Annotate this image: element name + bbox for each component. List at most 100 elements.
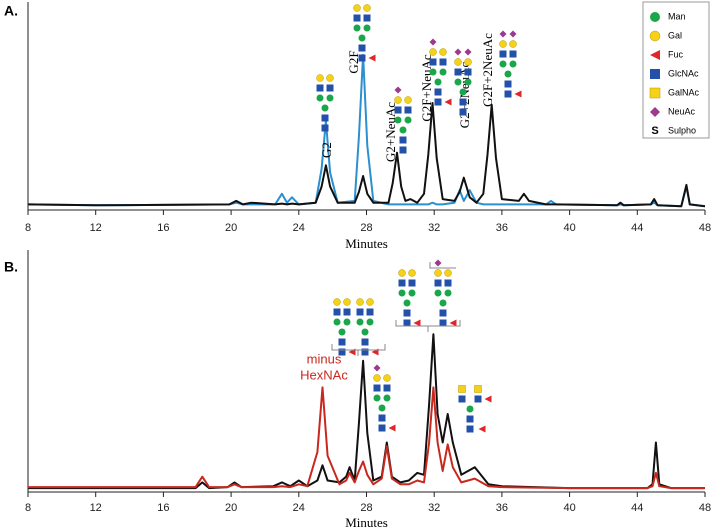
glycan-man: [439, 299, 447, 307]
glycan-neuac: [373, 364, 381, 372]
x-tick-label: 16: [157, 502, 169, 514]
glycan-glcnac: [358, 44, 366, 52]
glycan-glcnac: [434, 279, 442, 287]
x-axis-label: Minutes: [345, 515, 388, 530]
x-axis-label: Minutes: [345, 236, 388, 251]
glycan-glcnac: [454, 68, 462, 76]
glycan-glcnac: [464, 68, 472, 76]
glycan-fuc: [413, 319, 421, 327]
peak-label: G2F: [346, 50, 361, 73]
annotation: minus: [307, 351, 342, 366]
glycan-fuc: [449, 319, 457, 327]
glycan-glcnac: [343, 308, 351, 316]
glycan-glcnac: [361, 338, 369, 346]
glycan-glcnac: [358, 54, 366, 62]
glycan-man: [356, 318, 364, 326]
glycan-gal: [394, 96, 402, 104]
glycan-glcnac: [361, 348, 369, 356]
x-tick-label: 32: [428, 222, 440, 234]
legend-label: Gal: [668, 30, 682, 40]
x-tick-label: 40: [563, 502, 575, 514]
glycan-man: [459, 88, 467, 96]
legend-label: GlcNAc: [668, 68, 699, 78]
glycan-glcnac: [509, 50, 517, 58]
legend-label: GalNAc: [668, 87, 700, 97]
glycan-man: [439, 68, 447, 76]
trace: [28, 333, 705, 490]
glycan-glcnac: [466, 425, 474, 433]
trace: [27, 102, 706, 208]
glycan-fuc: [444, 98, 452, 106]
glycan-neuac: [454, 48, 462, 56]
x-tick-label: 28: [360, 222, 372, 234]
glycan-man: [499, 60, 507, 68]
panel-label: B.: [4, 259, 18, 275]
glycan-fuc: [368, 54, 376, 62]
glycan-man: [338, 328, 346, 336]
glycan-man: [383, 394, 391, 402]
glycan-gal: [649, 30, 661, 42]
glycan-glcnac: [338, 348, 346, 356]
glycan-fuc: [650, 50, 660, 60]
glycan-man: [408, 289, 416, 297]
glycan-neuac: [464, 48, 472, 56]
x-tick-label: 44: [631, 502, 643, 514]
glycan-glcnac: [378, 424, 386, 432]
glycan-glcnac: [439, 319, 447, 327]
glycan-neuac: [499, 30, 507, 38]
glycan-gal: [356, 298, 364, 306]
glycan-gal: [353, 4, 361, 12]
x-tick-label: 24: [293, 502, 305, 514]
glycan-glcnac: [403, 309, 411, 317]
glycan-glcnac: [366, 308, 374, 316]
glycan-man: [434, 78, 442, 86]
x-tick-label: 20: [225, 222, 237, 234]
glycan-glcnac: [373, 384, 381, 392]
glycan-glcnac: [378, 414, 386, 422]
glycan-gal: [373, 374, 381, 382]
glycan-neuac: [434, 259, 442, 267]
x-tick-label: 32: [428, 502, 440, 514]
glycan-glcnac: [474, 395, 482, 403]
glycan-fuc: [388, 424, 396, 432]
x-tick-label: 48: [699, 502, 711, 514]
glycan-glcnac: [459, 108, 467, 116]
x-tick-label: 12: [90, 502, 102, 514]
glycan-glcnac: [434, 98, 442, 106]
glycan-glcnac: [439, 309, 447, 317]
glycan-fuc: [478, 425, 486, 433]
annotation: HexNAc: [300, 367, 348, 382]
x-tick-label: 36: [496, 222, 508, 234]
x-tick-label: 40: [563, 222, 575, 234]
glycan-glcnac: [316, 84, 324, 92]
glycan-glcnac: [363, 14, 371, 22]
bracket: [395, 262, 461, 332]
glycan-glcnac: [434, 88, 442, 96]
glycan-neuac: [394, 86, 402, 94]
glycan-gal: [464, 58, 472, 66]
glycan-glcnac: [404, 106, 412, 114]
x-tick-label: 8: [25, 502, 31, 514]
glycan-man: [504, 70, 512, 78]
glycan-gal: [398, 269, 406, 277]
glycan-man: [358, 34, 366, 42]
glycan-neuac: [429, 38, 437, 46]
glycan-gal: [408, 269, 416, 277]
glycan-glcnac: [333, 308, 341, 316]
glycan-glcnac: [466, 415, 474, 423]
glycan-glcnac: [321, 124, 329, 132]
legend-label: Man: [668, 11, 686, 21]
glycan-man: [403, 299, 411, 307]
glycan-man: [326, 94, 334, 102]
glycan-neuac: [650, 107, 660, 117]
legend-label: NeuAc: [668, 106, 696, 116]
glycan-gal: [326, 74, 334, 82]
glycan-glcnac: [429, 58, 437, 66]
glycan-man: [399, 126, 407, 134]
glycan-man: [394, 116, 402, 124]
bracket: [331, 344, 386, 356]
glycan-glcnac: [499, 50, 507, 58]
legend-label: Fuc: [668, 49, 684, 59]
glycan-gal: [454, 58, 462, 66]
